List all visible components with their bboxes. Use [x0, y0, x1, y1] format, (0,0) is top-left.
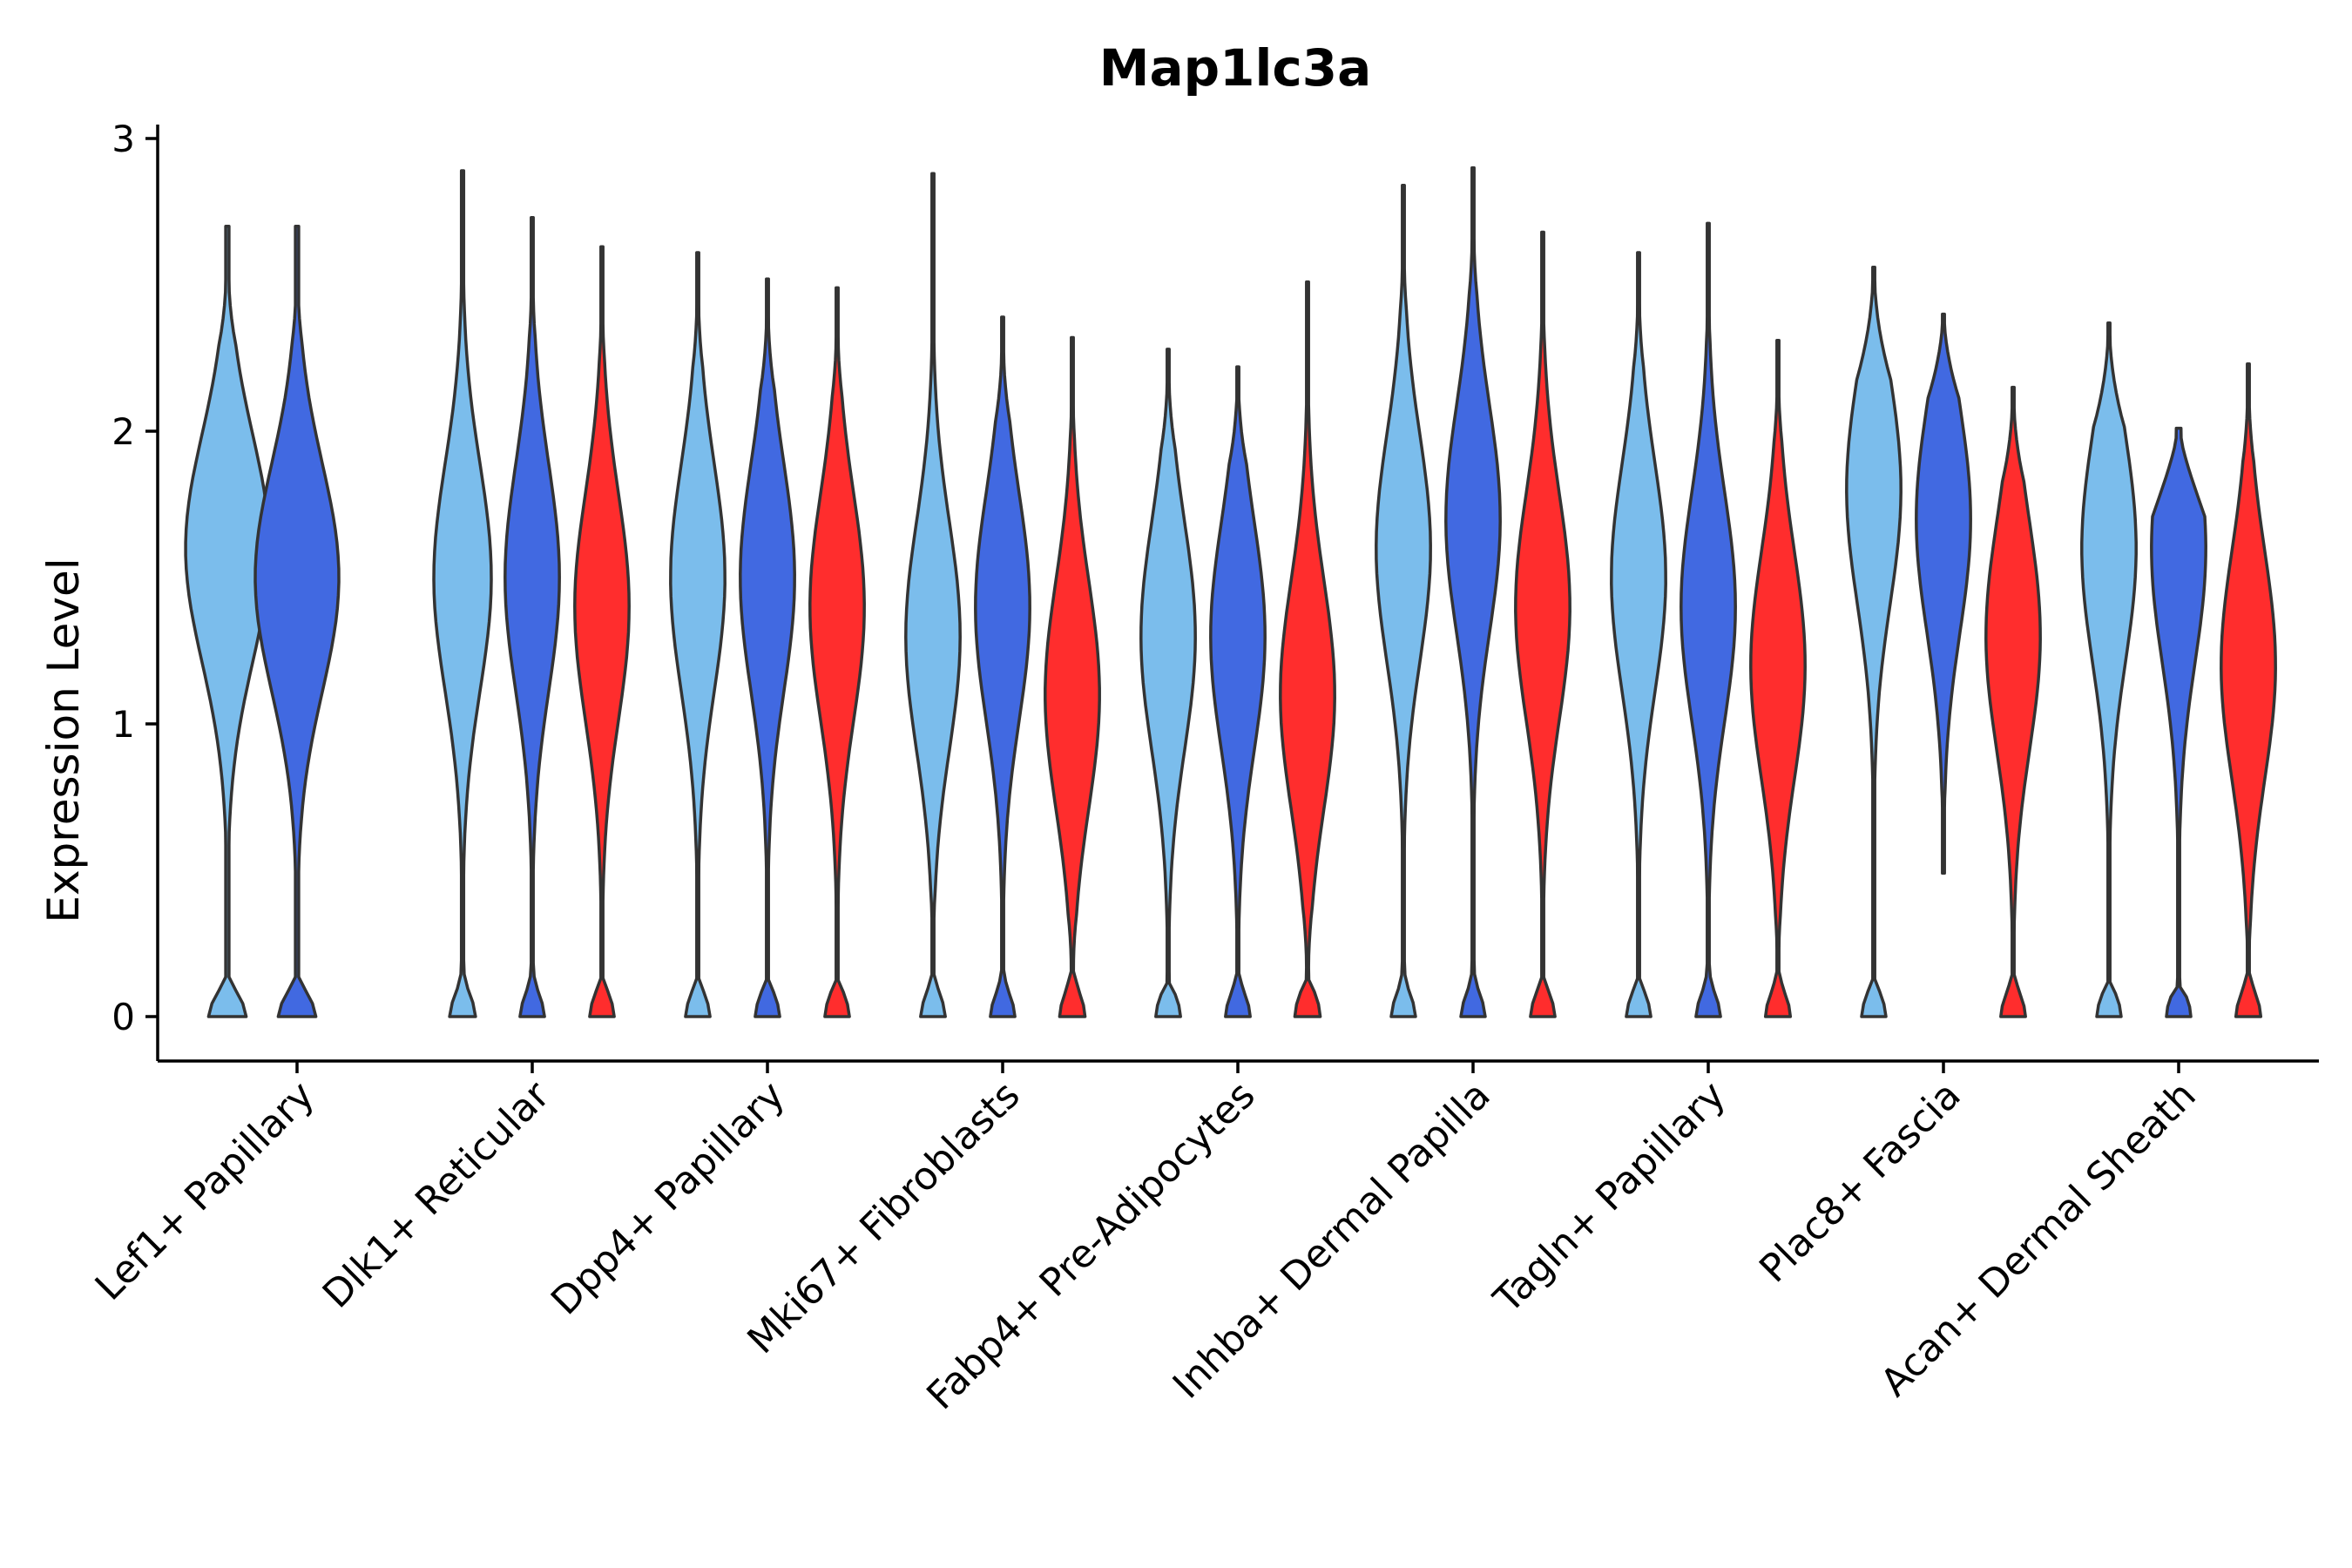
violin-group	[184, 166, 2277, 1018]
violin-5	[669, 251, 727, 1018]
violin-13	[1279, 280, 1336, 1018]
y-tick-label-1: 1	[112, 703, 135, 746]
violin-19	[1749, 339, 1807, 1018]
violin-22	[1984, 385, 2042, 1018]
x-tick-label-1: Dlk1+ Reticular	[314, 1072, 559, 1317]
x-tick-label-2: Dpp4+ Papillary	[543, 1073, 794, 1324]
violin-6	[739, 277, 796, 1018]
y-axis-label: Expression Level	[38, 558, 89, 923]
violin-10	[1044, 335, 1101, 1018]
violin-24	[2150, 426, 2207, 1018]
violin-12	[1209, 365, 1267, 1018]
violin-9	[974, 315, 1031, 1018]
violin-2	[432, 169, 493, 1018]
x-tick-label-7: Plac8+ Fascia	[1751, 1073, 1970, 1292]
violin-20	[1845, 266, 1903, 1018]
violin-1	[253, 225, 341, 1018]
y-tick-label-2: 2	[112, 410, 135, 453]
violin-23	[2080, 321, 2138, 1018]
violin-16	[1514, 230, 1571, 1018]
violin-21	[1915, 312, 1972, 875]
violin-3	[504, 215, 561, 1018]
violin-14	[1375, 184, 1432, 1018]
violin-4	[573, 245, 631, 1018]
violin-15	[1444, 166, 1502, 1018]
violin-7	[808, 286, 866, 1018]
x-tick-label-6: Tagln+ Papillary	[1485, 1073, 1734, 1322]
violin-11	[1139, 348, 1197, 1018]
y-ticks: 0 1 2 3	[112, 118, 158, 1038]
y-tick-label-3: 3	[112, 118, 135, 160]
x-tick-label-0: Lef1+ Papillary	[87, 1073, 323, 1309]
violin-25	[2220, 362, 2277, 1018]
chart-title: Map1lc3a	[1099, 38, 1372, 98]
violin-17	[1610, 251, 1667, 1018]
violin-18	[1680, 221, 1737, 1018]
violin-0	[184, 225, 271, 1018]
y-tick-label-0: 0	[112, 996, 135, 1038]
violin-8	[904, 172, 962, 1018]
